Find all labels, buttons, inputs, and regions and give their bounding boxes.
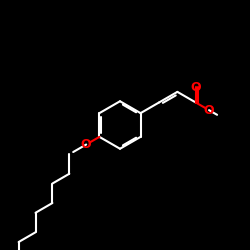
Text: O: O <box>204 104 214 117</box>
Text: O: O <box>190 81 201 94</box>
Text: O: O <box>81 138 92 151</box>
